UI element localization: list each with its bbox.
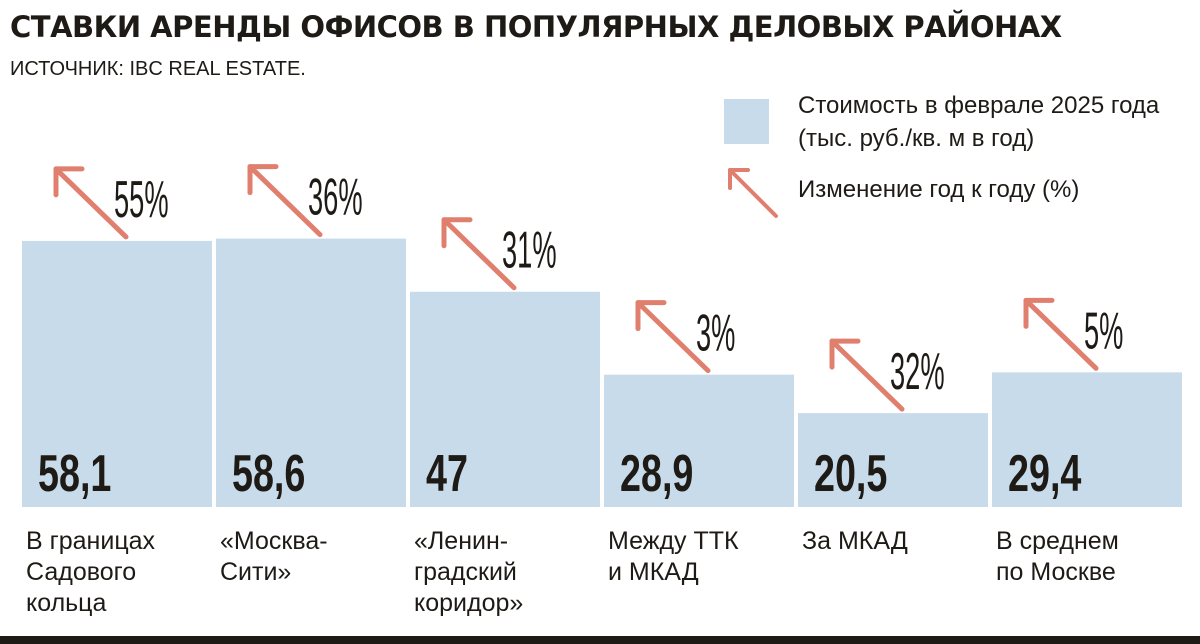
yoy-arrow-shaft bbox=[1023, 297, 1099, 371]
yoy-change-label: 5% bbox=[1084, 301, 1123, 360]
yoy-arrow-head bbox=[247, 164, 279, 196]
yoy-change-label: 3% bbox=[696, 303, 735, 362]
yoy-change-label: 55% bbox=[114, 169, 169, 228]
yoy-arrow-head bbox=[829, 338, 861, 370]
yoy-arrow-head bbox=[53, 166, 85, 198]
category-label: В среднем по Москве bbox=[996, 527, 1119, 586]
legend-arrow-icon bbox=[728, 168, 778, 218]
yoy-arrow-shaft bbox=[635, 300, 711, 374]
bar-3 bbox=[410, 291, 600, 507]
category-label: В границах Садового кольца bbox=[26, 527, 156, 617]
bar-1 bbox=[22, 240, 212, 508]
yoy-arrow-shaft bbox=[247, 164, 323, 238]
bottom-rule bbox=[0, 636, 1200, 644]
category-label: За МКАД bbox=[802, 527, 908, 555]
yoy-arrow-head bbox=[635, 300, 667, 332]
yoy-arrow-head bbox=[1023, 297, 1055, 329]
chart-source: ИСТОЧНИК: IBC REAL ESTATE. bbox=[10, 58, 306, 80]
bar-2 bbox=[216, 238, 406, 507]
bar-4 bbox=[604, 374, 794, 507]
bar-value-label: 47 bbox=[426, 444, 468, 502]
bar-value-label: 58,6 bbox=[232, 444, 305, 502]
category-label: «Ленин- градский коридор» bbox=[414, 527, 524, 617]
bar-value-label: 20,5 bbox=[814, 444, 887, 502]
yoy-arrow-shaft bbox=[441, 217, 517, 291]
bar-value-label: 29,4 bbox=[1008, 444, 1081, 502]
yoy-change-label: 31% bbox=[502, 220, 557, 279]
yoy-arrow-shaft bbox=[53, 166, 129, 240]
legend-bar-label-line2: (тыс. руб./кв. м в год) bbox=[798, 125, 1035, 152]
yoy-arrow-head bbox=[441, 217, 473, 249]
bar-5 bbox=[798, 413, 988, 507]
chart-title: СТАВКИ АРЕНДЫ ОФИСОВ В ПОПУЛЯРНЫХ ДЕЛОВЫ… bbox=[10, 10, 1062, 44]
bar-value-label: 58,1 bbox=[38, 444, 111, 502]
yoy-change-label: 32% bbox=[890, 342, 945, 401]
legend-arrow-label: Изменение год к году (%) bbox=[798, 176, 1080, 203]
category-label: Между ТТК и МКАД bbox=[608, 527, 739, 586]
bar-value-label: 28,9 bbox=[620, 444, 693, 502]
bar-6 bbox=[992, 372, 1182, 507]
legend-bar-label-line1: Стоимость в феврале 2025 года bbox=[798, 92, 1160, 119]
legend-bar-swatch bbox=[724, 99, 769, 144]
yoy-change-label: 36% bbox=[308, 167, 363, 226]
yoy-arrow-shaft bbox=[829, 338, 905, 412]
category-label: «Москва- Сити» bbox=[220, 527, 328, 586]
